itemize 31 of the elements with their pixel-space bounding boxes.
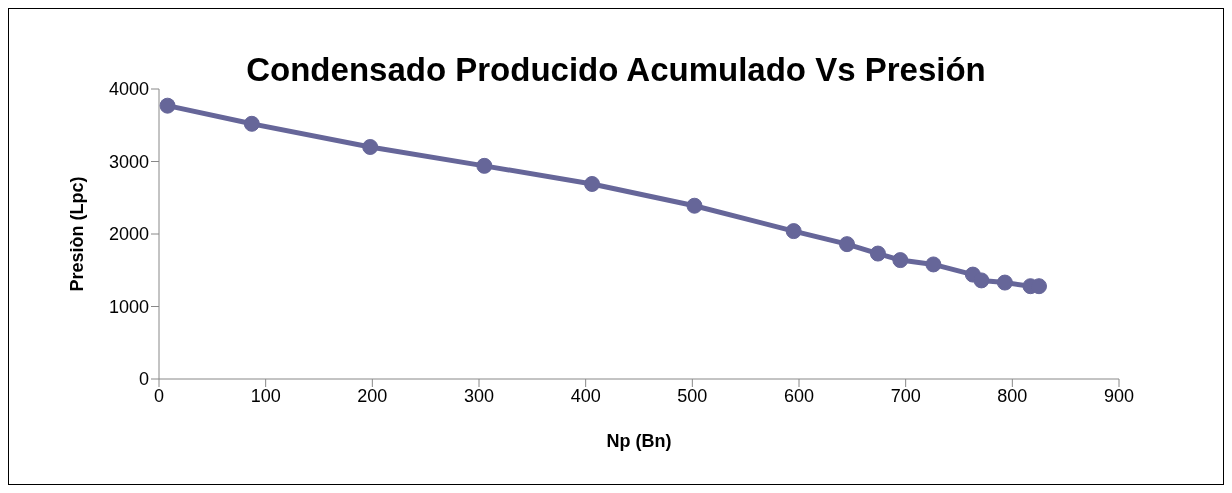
x-tick-label: 0	[153, 385, 165, 406]
y-axis-title: Presiòn (Lpc)	[67, 176, 88, 292]
point	[362, 139, 379, 155]
y-tick-label: 3000	[108, 151, 149, 172]
chart-title: Condensado Producido Acumulado Vs Presión	[246, 51, 986, 88]
x-tick-label: 400	[570, 385, 601, 406]
y-tick-label: 0	[138, 369, 149, 390]
point	[785, 223, 802, 240]
x-tick-label: 300	[463, 385, 495, 406]
point	[892, 252, 909, 269]
x-tick-label: 800	[997, 385, 1028, 406]
point	[839, 236, 855, 253]
x-tick-label: 700	[890, 385, 921, 406]
point	[973, 272, 990, 289]
point	[925, 256, 942, 273]
x-tick-label: 500	[677, 385, 708, 406]
point	[159, 97, 176, 114]
y-tick-label: 1000	[108, 296, 149, 317]
x-tick-label: 600	[783, 385, 815, 406]
point	[869, 245, 886, 262]
x-tick-label: 200	[357, 385, 388, 406]
point	[476, 157, 493, 174]
point	[584, 175, 601, 192]
point	[686, 197, 703, 214]
y-tick-label: 4000	[108, 79, 149, 100]
x-tick-label: 900	[1103, 385, 1135, 406]
point	[996, 274, 1013, 291]
y-tick-label: 2000	[108, 224, 149, 245]
point	[243, 115, 260, 132]
x-axis-title: Np (Bn)	[606, 431, 672, 451]
x-tick-label: 100	[250, 385, 281, 406]
